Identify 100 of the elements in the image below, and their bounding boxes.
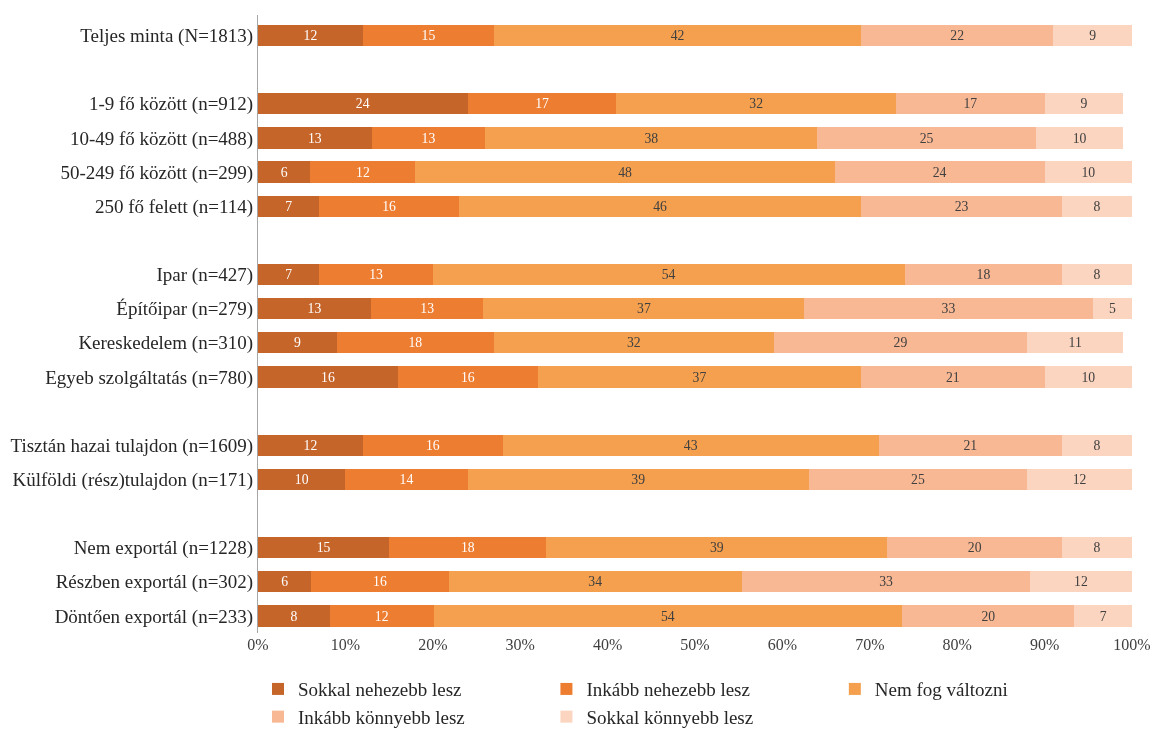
bar <box>808 468 1028 490</box>
data-label: 12 <box>374 608 389 624</box>
bar <box>310 161 416 183</box>
data-label: 12 <box>303 28 318 44</box>
x-tick-label: 0% <box>247 636 269 653</box>
data-label: 11 <box>1068 335 1082 351</box>
data-label: 6 <box>281 574 289 590</box>
bar <box>878 434 1063 456</box>
bar <box>861 195 1063 217</box>
data-label: 8 <box>290 608 298 624</box>
data-label: 54 <box>660 608 675 624</box>
bar <box>902 605 1075 627</box>
y-tick-label: Építőipar (n=279) <box>116 298 254 321</box>
bar <box>861 24 1054 47</box>
bar <box>362 434 503 456</box>
data-label: 23 <box>954 198 969 214</box>
bar <box>483 298 805 320</box>
x-tick-label: 40% <box>592 636 623 653</box>
data-label: 12 <box>1074 574 1088 590</box>
data-label: 39 <box>710 540 724 556</box>
data-label: 46 <box>653 198 668 214</box>
bar <box>1044 366 1132 388</box>
data-label: 13 <box>307 130 322 146</box>
legend-label: Inkább könnyebb lesz <box>298 707 465 729</box>
bar <box>502 434 879 456</box>
bar <box>1062 434 1132 456</box>
bar <box>861 366 1045 388</box>
bar <box>258 93 468 115</box>
data-label: 32 <box>749 96 764 112</box>
y-tick-label: Teljes minta (N=1813) <box>80 25 254 48</box>
data-label: 10 <box>294 472 309 488</box>
bar <box>1035 127 1124 149</box>
data-label: 13 <box>421 130 436 146</box>
bar <box>1027 468 1132 490</box>
bar <box>258 434 363 456</box>
bar <box>448 571 743 593</box>
data-label: 10 <box>1081 369 1096 385</box>
bar <box>258 332 337 354</box>
data-label: 17 <box>963 96 978 112</box>
legend-label: Nem fog változni <box>874 679 1008 701</box>
data-label: 8 <box>1093 267 1101 283</box>
bar <box>1044 161 1132 183</box>
x-tick-label: 50% <box>680 636 710 653</box>
bar <box>1092 298 1132 320</box>
bar <box>537 366 862 388</box>
data-label: 13 <box>307 301 322 317</box>
y-tick-label: Döntően exportál (n=233) <box>54 605 254 628</box>
bar <box>467 93 617 115</box>
y-tick-label: Egyeb szolgáltatás (n=780) <box>45 366 254 389</box>
bar <box>258 24 363 47</box>
bar <box>467 468 809 490</box>
data-label: 5 <box>1108 301 1116 317</box>
data-label: 16 <box>382 198 397 214</box>
data-label: 42 <box>670 28 685 44</box>
data-label: 33 <box>879 574 893 590</box>
bar <box>329 605 434 627</box>
bar <box>904 263 1063 286</box>
data-label: 18 <box>460 540 475 556</box>
legend-label: Sokkal nehezebb lesz <box>298 679 462 701</box>
bar <box>896 93 1045 115</box>
bar <box>433 605 903 627</box>
legend-label: Sokkal könnyebb lesz <box>586 707 754 729</box>
bar <box>371 127 486 149</box>
y-tick-label: Ipar (n=427) <box>156 264 254 287</box>
data-label: 21 <box>963 437 978 453</box>
bar <box>493 332 774 354</box>
data-label: 20 <box>967 540 982 556</box>
data-label: 34 <box>588 574 603 590</box>
bar <box>485 127 818 149</box>
data-label: 25 <box>919 130 934 146</box>
bar <box>459 195 862 217</box>
x-tick-label: 10% <box>330 636 361 653</box>
legend-label: Inkább nehezebb lesz <box>586 679 750 701</box>
data-label: 22 <box>950 28 965 44</box>
y-tick-label: 50-249 fő között (n=299) <box>60 161 254 184</box>
data-label: 21 <box>945 369 960 385</box>
bar <box>397 366 538 388</box>
bar <box>370 298 484 320</box>
bar <box>817 127 1036 149</box>
bar <box>258 571 312 593</box>
bar <box>1062 263 1132 286</box>
data-label: 16 <box>460 369 475 385</box>
y-tick-label: 10-49 fő között (n=488) <box>69 127 254 150</box>
data-label: 13 <box>369 267 383 283</box>
bar <box>493 24 862 47</box>
bar <box>319 263 433 286</box>
data-label: 24 <box>932 164 947 180</box>
bar <box>1053 24 1132 47</box>
data-label: 6 <box>280 164 288 180</box>
bar <box>742 571 1030 593</box>
data-label: 37 <box>692 369 707 385</box>
data-label: 48 <box>618 164 633 180</box>
bar <box>258 195 320 217</box>
data-label: 9 <box>1089 28 1097 44</box>
data-label: 8 <box>1093 198 1101 214</box>
data-label: 24 <box>355 96 370 112</box>
data-label: 13 <box>420 301 435 317</box>
data-label: 7 <box>285 198 293 214</box>
y-tick-label: 1-9 fő között (n=912) <box>88 93 254 116</box>
data-label: 32 <box>626 335 641 351</box>
